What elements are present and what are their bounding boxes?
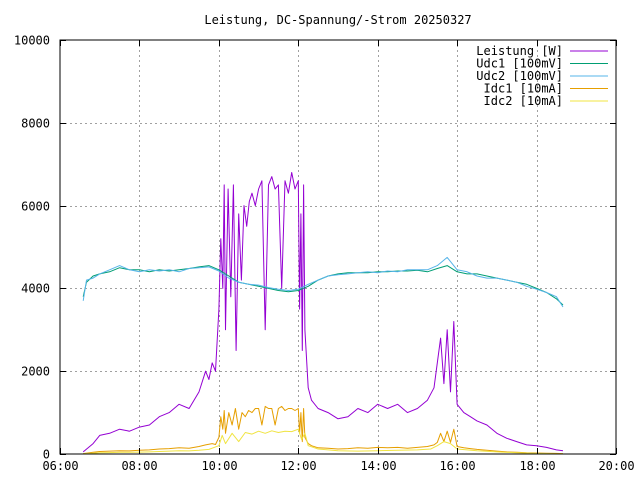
- y-tick-label: 2000: [21, 365, 50, 379]
- y-tick-label: 10000: [14, 34, 50, 48]
- series-line-3: [82, 256, 564, 308]
- legend: Leistung [W]Udc1 [100mV]Udc2 [100mV]Idc1…: [476, 44, 608, 108]
- x-tick-label: 18:00: [519, 459, 555, 473]
- x-tick-label: 10:00: [201, 459, 237, 473]
- y-tick-label: 4000: [21, 282, 50, 296]
- legend-label: Leistung [W]: [476, 44, 563, 58]
- axes: 06:00 08:00 10:00 12:00 14:00 16:00 18:00 20:00…: [14, 34, 635, 474]
- plot-frame: [59, 39, 617, 455]
- y-tick-label: 0: [43, 448, 50, 462]
- plot-area: [82, 172, 564, 455]
- x-tick-label: 16:00: [439, 459, 475, 473]
- series-line-5: [83, 428, 564, 455]
- legend-label: Idc2 [10mA]: [484, 94, 563, 108]
- x-tick-label: 06:00: [42, 459, 78, 473]
- series-line-1: [82, 172, 564, 453]
- series-line-4: [83, 405, 564, 455]
- legend-label: Udc1 [100mV]: [476, 57, 563, 71]
- x-tick-label: 14:00: [360, 459, 396, 473]
- y-tick-label: 8000: [21, 117, 50, 131]
- x-tick-label: 12:00: [280, 459, 316, 473]
- x-tick-label: 20:00: [598, 459, 634, 473]
- legend-label: Udc2 [100mV]: [476, 69, 563, 83]
- chart-title: Leistung, DC-Spannung/-Strom 20250327: [204, 13, 471, 27]
- grid: [60, 40, 616, 454]
- y-tick-label: 6000: [21, 200, 50, 214]
- x-tick-label: 08:00: [121, 459, 157, 473]
- series-line-2: [82, 265, 564, 306]
- legend-label: Idc1 [10mA]: [484, 82, 563, 96]
